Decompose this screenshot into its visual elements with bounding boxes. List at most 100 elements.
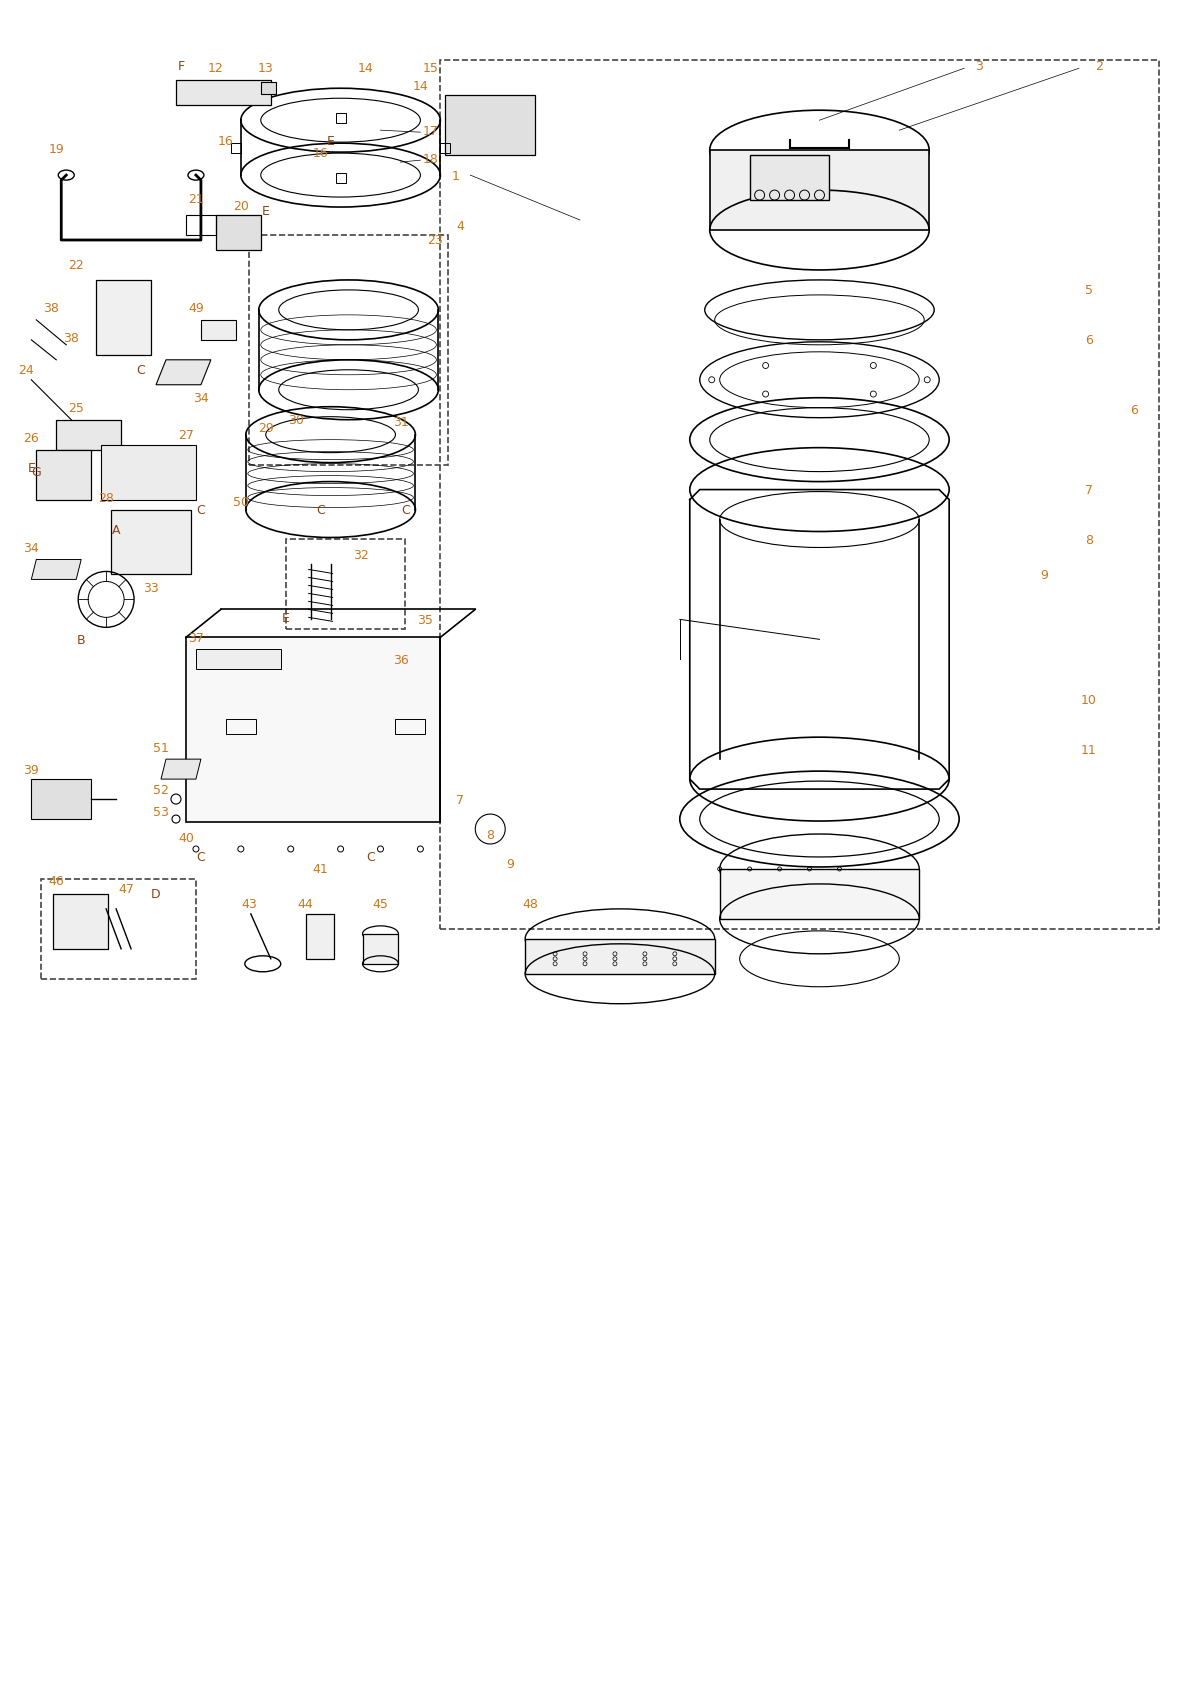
Text: 37: 37 <box>188 631 203 644</box>
Text: E: E <box>27 463 36 474</box>
Text: 34: 34 <box>24 542 39 555</box>
Text: 45: 45 <box>372 898 389 912</box>
Text: 35: 35 <box>417 614 433 626</box>
Text: 53: 53 <box>153 806 169 817</box>
Text: E: E <box>282 612 290 624</box>
Text: 18: 18 <box>422 153 439 165</box>
Polygon shape <box>161 760 201 780</box>
Bar <box>249 235 448 466</box>
Text: E: E <box>327 135 334 148</box>
Text: 10: 10 <box>1081 693 1096 706</box>
Text: 30: 30 <box>288 414 303 427</box>
Text: 26: 26 <box>24 432 39 446</box>
Polygon shape <box>196 649 281 669</box>
Text: 48: 48 <box>522 898 539 912</box>
Bar <box>226 720 256 735</box>
Bar <box>185 215 216 235</box>
Bar <box>526 939 715 974</box>
Bar <box>96 281 151 355</box>
Text: 34: 34 <box>193 392 209 405</box>
Text: B: B <box>77 634 86 646</box>
Text: 11: 11 <box>1081 743 1096 757</box>
Bar <box>446 96 535 156</box>
Bar <box>306 915 334 959</box>
Text: 41: 41 <box>313 863 328 876</box>
Text: 22: 22 <box>68 259 84 272</box>
Text: 36: 36 <box>392 653 408 666</box>
Text: A: A <box>112 523 120 537</box>
Text: 21: 21 <box>188 192 203 205</box>
Polygon shape <box>31 560 81 580</box>
Text: 24: 24 <box>19 363 34 377</box>
Bar <box>335 114 346 124</box>
Text: 6: 6 <box>1130 404 1138 417</box>
Text: 33: 33 <box>143 582 159 594</box>
Text: 38: 38 <box>43 303 59 315</box>
Bar <box>260 82 276 96</box>
Text: 5: 5 <box>1084 284 1093 298</box>
Bar <box>176 81 271 106</box>
Text: C: C <box>196 851 206 865</box>
Bar <box>710 151 930 230</box>
Text: F: F <box>177 61 184 72</box>
Text: 28: 28 <box>99 491 114 505</box>
Text: E: E <box>262 205 270 217</box>
Polygon shape <box>101 446 196 500</box>
Polygon shape <box>31 780 92 819</box>
Text: 27: 27 <box>178 429 194 442</box>
Text: 43: 43 <box>241 898 257 912</box>
Bar <box>231 145 241 155</box>
Text: 13: 13 <box>258 62 273 74</box>
Bar <box>37 451 92 500</box>
Text: 12: 12 <box>208 62 224 74</box>
Bar <box>201 321 235 341</box>
Text: 9: 9 <box>507 858 514 871</box>
Text: 20: 20 <box>233 200 249 212</box>
Text: 14: 14 <box>358 62 373 74</box>
Text: 8: 8 <box>486 828 495 841</box>
Bar <box>749 156 830 200</box>
Bar <box>440 145 451 155</box>
Bar <box>216 215 260 251</box>
Text: 16: 16 <box>313 146 328 160</box>
Text: 25: 25 <box>68 402 84 415</box>
Text: G: G <box>31 466 42 479</box>
Text: 7: 7 <box>457 794 465 806</box>
Text: 7: 7 <box>1084 484 1093 496</box>
Bar <box>111 510 191 575</box>
Text: 2: 2 <box>1095 61 1102 72</box>
Bar <box>396 720 426 735</box>
Bar <box>185 637 440 822</box>
Text: C: C <box>196 503 206 516</box>
Bar <box>719 870 919 920</box>
Text: 9: 9 <box>1040 569 1048 582</box>
Text: 17: 17 <box>422 124 439 138</box>
Polygon shape <box>156 360 210 385</box>
Text: 46: 46 <box>49 875 64 888</box>
Text: 8: 8 <box>1084 533 1093 547</box>
Text: 50: 50 <box>233 496 249 508</box>
Text: 6: 6 <box>1084 335 1093 346</box>
Text: 16: 16 <box>218 135 234 148</box>
Text: C: C <box>401 503 410 516</box>
Text: 52: 52 <box>153 784 169 796</box>
Text: 19: 19 <box>49 143 64 155</box>
Text: D: D <box>151 888 161 902</box>
Text: 51: 51 <box>153 742 169 754</box>
Bar <box>54 895 108 949</box>
Text: 32: 32 <box>353 548 369 562</box>
Text: 38: 38 <box>63 331 80 345</box>
Text: 15: 15 <box>422 62 439 74</box>
Text: 40: 40 <box>178 831 194 844</box>
Text: 3: 3 <box>975 61 983 72</box>
Text: 47: 47 <box>118 883 134 897</box>
Text: 14: 14 <box>413 79 428 93</box>
Text: C: C <box>366 851 375 865</box>
Bar <box>335 173 346 183</box>
Text: 23: 23 <box>428 234 443 247</box>
Text: C: C <box>316 503 325 516</box>
Text: 29: 29 <box>258 422 273 436</box>
Bar <box>363 934 398 964</box>
Text: 31: 31 <box>392 415 408 429</box>
Bar <box>440 61 1158 928</box>
